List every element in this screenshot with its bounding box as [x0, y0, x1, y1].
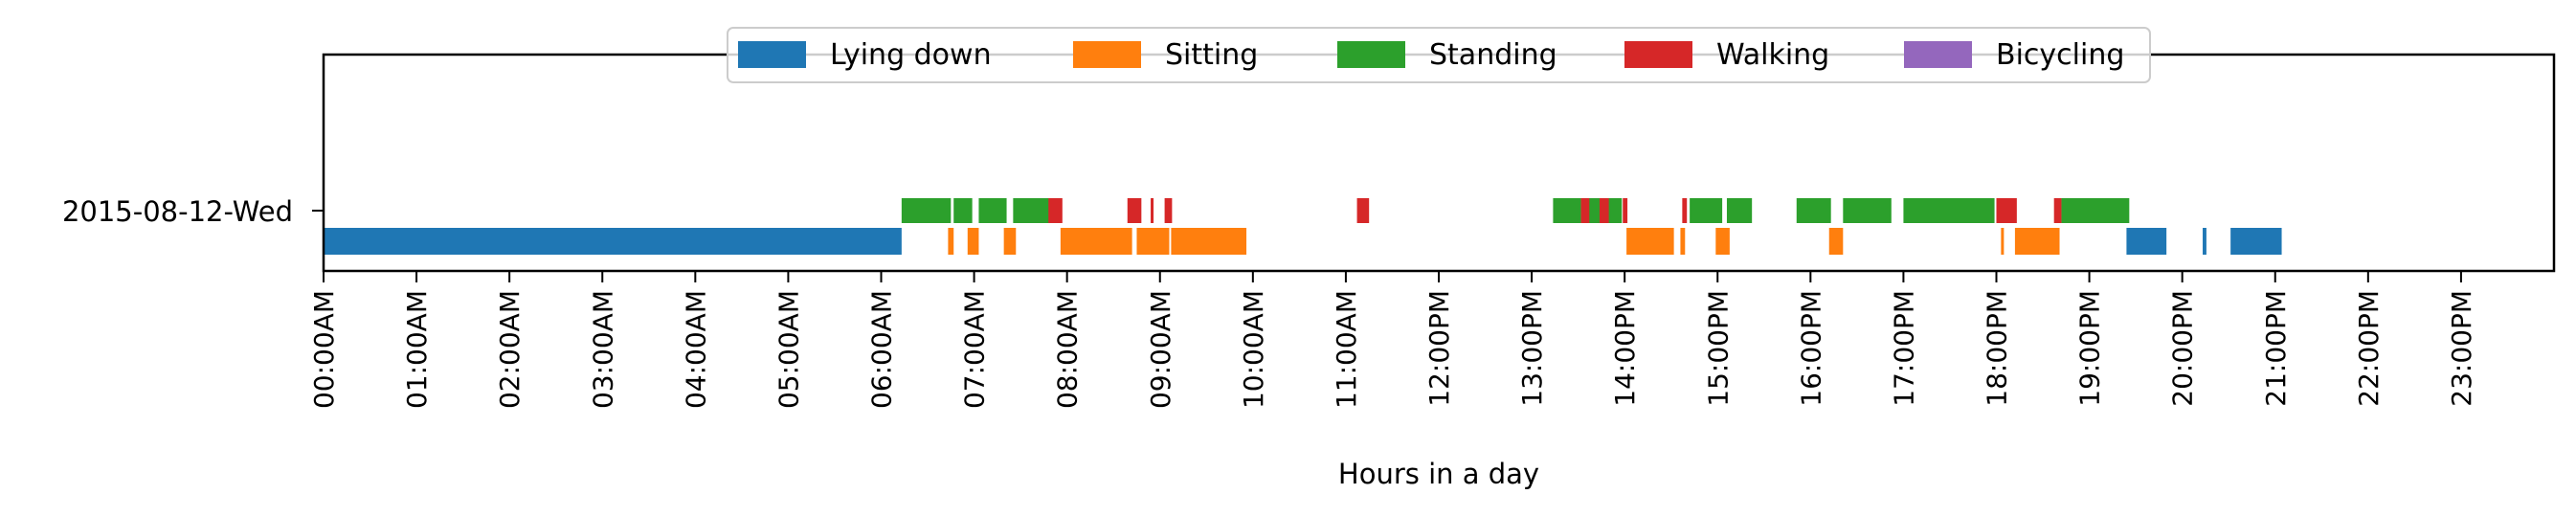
bar-walking — [1996, 198, 2017, 223]
bar-walking — [1682, 198, 1688, 223]
bar-standing — [1585, 198, 1603, 223]
bar-sitting — [967, 228, 979, 255]
bar-sitting — [2001, 228, 2005, 255]
bar-lying-down — [324, 228, 902, 255]
xtick-label: 14:00PM — [1609, 290, 1641, 407]
xtick-label: 15:00PM — [1702, 290, 1734, 407]
xtick-label: 16:00PM — [1795, 290, 1826, 407]
xtick-label: 02:00AM — [494, 290, 526, 409]
x-axis-label: Hours in a day — [1338, 458, 1539, 490]
xtick-label: 13:00PM — [1516, 290, 1548, 407]
xtick-label: 06:00AM — [866, 290, 898, 409]
xtick-label: 10:00AM — [1238, 290, 1269, 409]
bar-standing — [1843, 198, 1892, 223]
bar-walking — [1048, 198, 1063, 223]
bar-walking — [1127, 198, 1142, 223]
activity-bars — [324, 198, 2282, 255]
legend-label: Bicycling — [1996, 38, 2124, 72]
bar-sitting — [1828, 228, 1844, 255]
bar-walking — [2053, 198, 2062, 223]
xtick-label: 09:00AM — [1145, 290, 1176, 409]
xtick-label: 04:00AM — [680, 290, 711, 409]
xtick-label: 18:00PM — [1982, 290, 2013, 407]
bar-sitting — [2014, 228, 2060, 255]
bar-lying-down — [2203, 228, 2206, 255]
bar-sitting — [1003, 228, 1017, 255]
bar-walking — [1599, 198, 1609, 223]
bar-standing — [1690, 198, 1723, 223]
legend-swatch — [1904, 41, 1972, 68]
xtick-label: 05:00AM — [773, 290, 804, 409]
xtick-label: 11:00AM — [1331, 290, 1362, 409]
xtick-label: 20:00PM — [2167, 290, 2199, 407]
bar-sitting — [1626, 228, 1674, 255]
bar-sitting — [1060, 228, 1132, 255]
bar-standing — [901, 198, 952, 223]
row-label: 2015-08-12-Wed — [62, 195, 293, 228]
bar-standing — [1726, 198, 1753, 223]
legend-label: Standing — [1429, 38, 1557, 72]
legend: Lying down Sitting Standing Walking Bicyclin… — [727, 27, 2151, 83]
xtick-label: 12:00PM — [1423, 290, 1455, 407]
x-axis-ticks: 00:00AM 01:00AM 02:00AM 03:00AM 04:00AM 05:00… — [308, 271, 2477, 409]
bar-sitting — [1680, 228, 1686, 255]
bar-standing — [2061, 198, 2130, 223]
bar-standing — [978, 198, 1007, 223]
legend-label: Sitting — [1165, 38, 1258, 72]
xtick-label: 21:00PM — [2260, 290, 2292, 407]
bar-sitting — [948, 228, 954, 255]
bar-sitting — [1136, 228, 1170, 255]
bar-standing — [1796, 198, 1831, 223]
xtick-label: 07:00AM — [959, 290, 991, 409]
xtick-label: 08:00AM — [1052, 290, 1084, 409]
bar-standing — [1607, 198, 1623, 223]
bar-lying-down — [2230, 228, 2282, 255]
xtick-label: 23:00PM — [2446, 290, 2477, 407]
bar-lying-down — [2126, 228, 2167, 255]
xtick-label: 00:00AM — [308, 290, 340, 409]
bar-walking — [1580, 198, 1590, 223]
xtick-label: 17:00PM — [1888, 290, 1919, 407]
xtick-label: 19:00PM — [2074, 290, 2106, 407]
bar-standing — [1553, 198, 1581, 223]
xtick-label: 22:00PM — [2353, 290, 2385, 407]
legend-swatch — [1624, 41, 1692, 68]
xtick-label: 03:00AM — [587, 290, 618, 409]
y-axis: 2015-08-12-Wed — [62, 195, 324, 228]
legend-swatch — [1337, 41, 1405, 68]
bar-walking — [1356, 198, 1370, 223]
legend-swatch — [1073, 41, 1141, 68]
bar-sitting — [1171, 228, 1247, 255]
bar-standing — [1013, 198, 1054, 223]
bar-standing — [1903, 198, 1995, 223]
bar-sitting — [1715, 228, 1730, 255]
xtick-label: 01:00AM — [401, 290, 433, 409]
bar-walking — [1623, 198, 1628, 223]
bar-walking — [1164, 198, 1173, 223]
bar-walking — [1151, 198, 1154, 223]
legend-label: Walking — [1716, 38, 1829, 72]
legend-label: Lying down — [830, 38, 992, 72]
bar-standing — [953, 198, 973, 223]
legend-swatch — [738, 41, 806, 68]
